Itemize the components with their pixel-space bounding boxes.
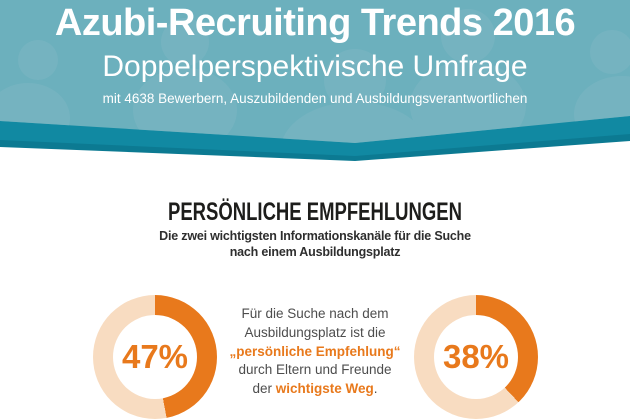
header-title: Azubi-Recruiting Trends 2016 [54,2,576,44]
person-silhouette [161,18,209,66]
header-sample-note: mit 4638 Bewerbern, Auszubildenden und A… [102,91,528,106]
person-silhouette [410,61,526,143]
person-silhouette [280,102,430,143]
message-line5-suffix: . [373,381,378,397]
message-highlight-1: „persönliche Empfehlung“ [229,343,401,359]
person-silhouette [324,49,386,111]
message-line1: Für die Suche nach dem [241,306,389,321]
message-line5-prefix: der [252,381,276,397]
message-line2: Ausbildungsplatz ist die [244,324,386,340]
message-line4: durch Eltern und Freunde [238,362,392,378]
person-silhouette [18,40,58,80]
section-subtitle: Die zwei wichtigsten Informationskanäle … [0,229,630,260]
header-wave [0,0,630,161]
person-silhouettes [0,9,630,143]
donut-value-right: 38% [442,338,510,375]
header-banner: Azubi-Recruiting Trends 2016 Doppelpersp… [0,0,630,165]
message-paragraph: Für die Suche nach dem Ausbildungsplatz … [218,305,412,399]
person-silhouette [590,30,630,74]
header-subtitle: Doppelperspektivische Umfrage [102,50,528,83]
header-text-block: Azubi-Recruiting Trends 2016 Doppelpersp… [0,0,630,107]
donut-chart-left: 47% [93,295,217,419]
section-title: PERSÖNLICHE EMPFEHLUNGEN [168,198,462,226]
donut-chart-right: 38% [414,295,538,419]
donut-value-left: 47% [121,338,189,375]
message-highlight-2: wichtigste Weg [275,381,374,397]
section-subtitle-line2: nach einem Ausbildungsplatz [229,244,401,259]
section-subtitle-line1: Die zwei wichtigsten Informationskanäle … [159,229,471,243]
person-silhouette [441,9,495,63]
